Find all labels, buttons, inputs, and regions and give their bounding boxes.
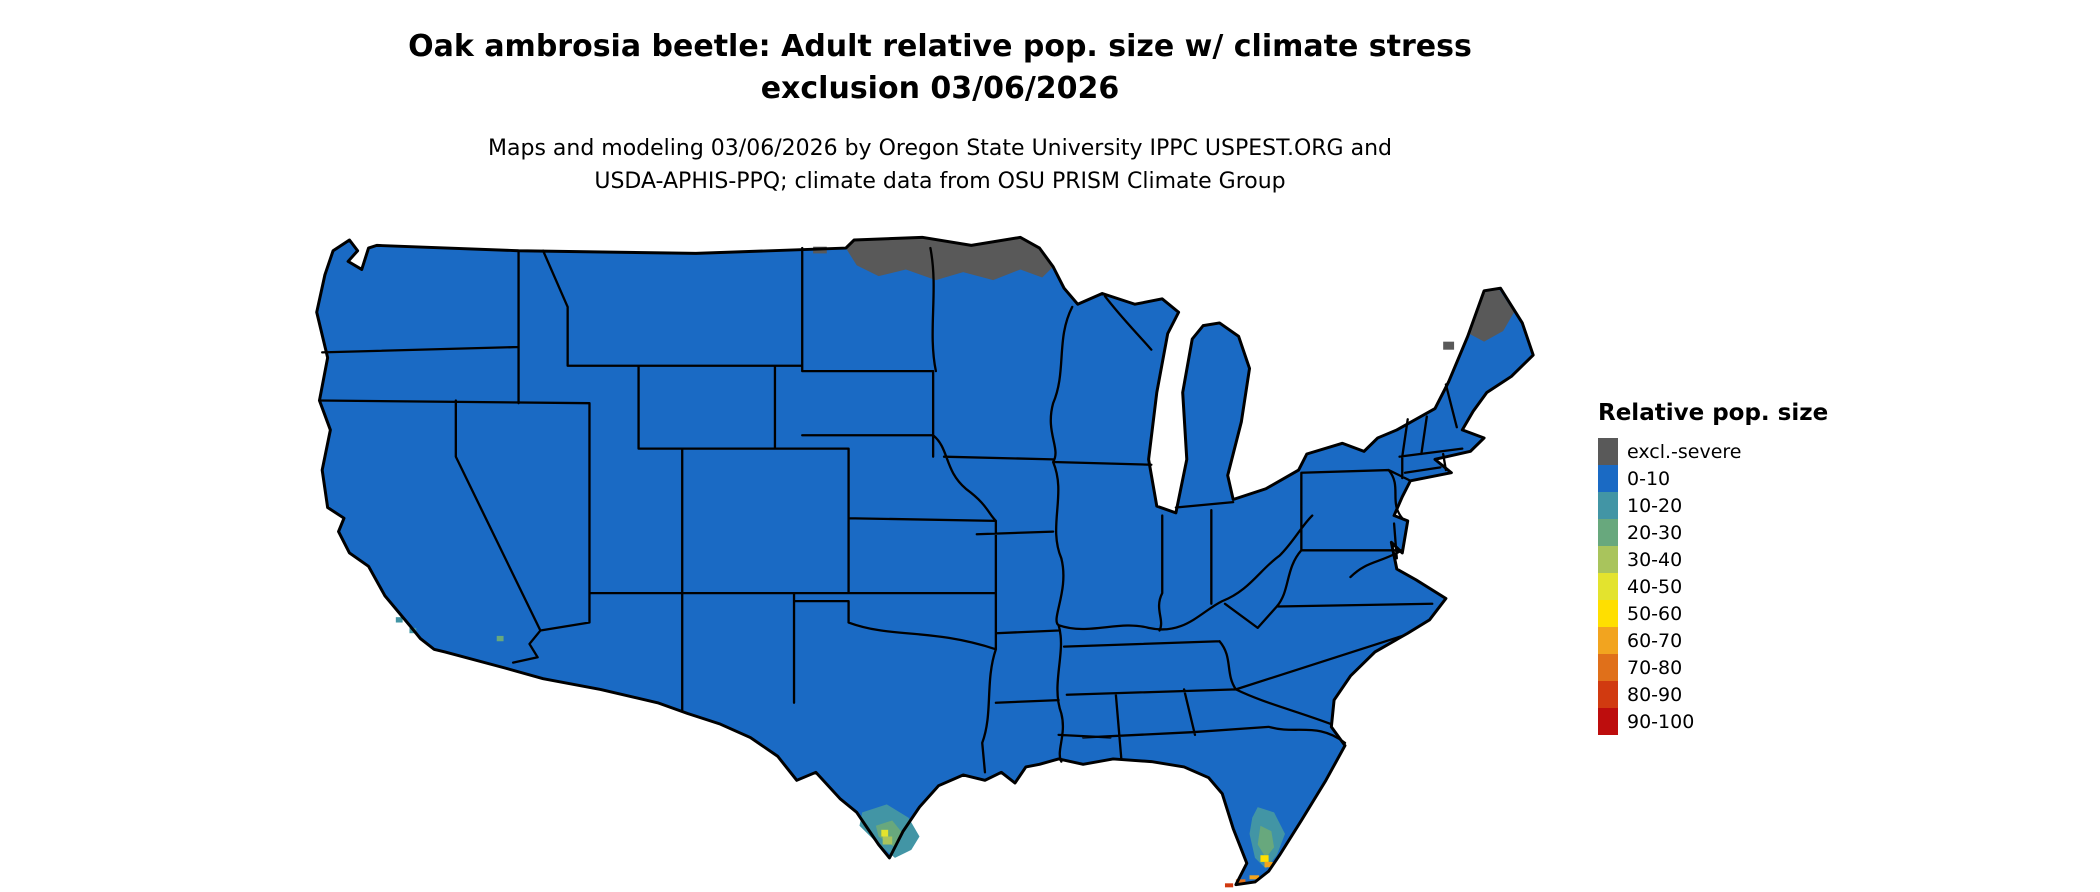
region-florida-50-60 (1260, 855, 1269, 862)
legend-swatch-80-90 (1598, 681, 1618, 708)
legend-swatch-30-40 (1598, 546, 1618, 573)
legend-label-90-100: 90-100 (1627, 710, 1695, 733)
legend-item-excl-severe: excl.-severe (1598, 438, 1828, 465)
region-florida-60-70 (1264, 861, 1273, 868)
legend-swatch-60-70 (1598, 627, 1618, 654)
legend-label-10-20: 10-20 (1627, 494, 1683, 517)
us-map-base-region-0-10 (316, 237, 1534, 885)
region-florida-keys-70-80 (1235, 879, 1246, 884)
legend-label-excl-severe: excl.-severe (1627, 440, 1742, 463)
region-florida-20-30 (1257, 825, 1275, 858)
legend-item-30-40: 30-40 (1598, 546, 1828, 573)
legend-item-50-60: 50-60 (1598, 600, 1828, 627)
state-borders (318, 246, 1464, 774)
region-excl-minnesota (845, 237, 1054, 281)
subtitle-line-2: USDA-APHIS-PPQ; climate data from OSU PR… (594, 169, 1286, 194)
legend-swatch-70-80 (1598, 654, 1618, 681)
region-california-coast-speck-1 (395, 617, 403, 623)
legend-label-80-90: 80-90 (1627, 683, 1683, 706)
legend-label-0-10: 0-10 (1627, 467, 1671, 490)
legend-swatch-excl-severe (1598, 438, 1618, 465)
legend-swatch-10-20 (1598, 492, 1618, 519)
figure-titles: Oak ambrosia beetle: Adult relative pop.… (190, 26, 1690, 198)
map-legend: Relative pop. size excl.-severe 0-10 10-… (1598, 400, 1828, 735)
legend-item-20-30: 20-30 (1598, 519, 1828, 546)
legend-item-40-50: 40-50 (1598, 573, 1828, 600)
page-title-line-2: exclusion 03/06/2026 (760, 71, 1120, 106)
legend-label-20-30: 20-30 (1627, 521, 1683, 544)
legend-label-70-80: 70-80 (1627, 656, 1683, 679)
legend-label-30-40: 30-40 (1627, 548, 1683, 571)
us-map-container (314, 232, 1555, 890)
region-texas-30-40 (882, 836, 893, 845)
page-title-line-1: Oak ambrosia beetle: Adult relative pop.… (408, 29, 1472, 64)
legend-item-80-90: 80-90 (1598, 681, 1828, 708)
legend-item-60-70: 60-70 (1598, 627, 1828, 654)
legend-swatch-40-50 (1598, 573, 1618, 600)
legend-label-40-50: 40-50 (1627, 575, 1683, 598)
us-map (315, 235, 1535, 888)
region-texas-40-50 (881, 829, 889, 837)
region-arizona-speck (496, 635, 504, 642)
region-excl-newengland-speck (1443, 341, 1455, 350)
legend-label-60-70: 60-70 (1627, 629, 1683, 652)
legend-title: Relative pop. size (1598, 400, 1829, 426)
legend-swatch-90-100 (1598, 708, 1618, 735)
legend-item-90-100: 90-100 (1598, 708, 1828, 735)
region-texas-20-30 (875, 820, 904, 848)
region-florida-keys-80-90 (1224, 883, 1234, 888)
legend-swatch-20-30 (1598, 519, 1618, 546)
legend-label-50-60: 50-60 (1627, 602, 1683, 625)
legend-item-70-80: 70-80 (1598, 654, 1828, 681)
legend-swatch-0-10 (1598, 465, 1618, 492)
legend-item-0-10: 0-10 (1598, 465, 1828, 492)
legend-item-10-20: 10-20 (1598, 492, 1828, 519)
figure-subtitle: Maps and modeling 03/06/2026 by Oregon S… (190, 132, 1690, 198)
subtitle-line-1: Maps and modeling 03/06/2026 by Oregon S… (488, 136, 1392, 161)
legend-swatch-50-60 (1598, 600, 1618, 627)
us-map-outline (315, 235, 1535, 887)
region-florida-keys-60-70 (1249, 875, 1260, 880)
